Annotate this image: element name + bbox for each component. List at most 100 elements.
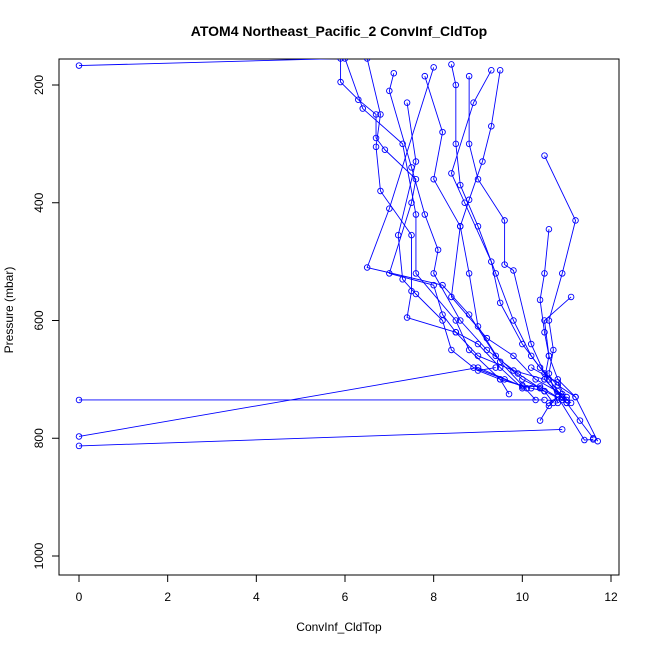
data-point [408,231,415,239]
data-point [479,158,486,165]
data-point [496,376,504,383]
data-point [536,296,544,304]
series-16 [75,364,570,440]
data-point [448,346,455,354]
data-point [572,217,579,224]
data-point [386,87,393,95]
data-point [452,140,460,148]
data-point [434,246,442,254]
series-13 [394,99,531,392]
data-point [465,196,473,204]
x-tick-label: 0 [76,590,83,604]
data-point [496,299,504,307]
data-point [541,317,548,324]
data-point [412,158,420,165]
data-point [541,329,548,336]
data-point [337,59,344,62]
y-axis: 200 400 600 800 1000 [32,75,60,569]
data-point [465,72,473,80]
data-point [505,390,513,398]
data-point [452,317,460,324]
data-point [536,417,544,424]
data-point [510,317,517,324]
data-point [501,217,508,224]
chart-title: ATOM4 Northeast_Pacific_2 ConvInf_CldTop [191,23,487,39]
data-point [412,211,420,218]
x-axis-label: ConvInf_CldTop [296,620,382,634]
series-7 [465,72,575,407]
series-line [78,367,567,437]
data-point [439,128,446,136]
data-point [581,436,588,444]
data-point [550,346,557,354]
y-tick-label: 1000 [32,542,46,569]
data-point [403,99,411,106]
data-point [545,225,553,233]
data-point [430,175,437,183]
series-line [366,59,567,404]
data-point [377,111,384,118]
series-14 [363,64,544,392]
data-point [412,290,420,298]
series-layer [75,59,601,450]
data-point [75,442,83,450]
data-point [381,146,389,154]
data-point [75,396,83,404]
x-tick-label: 12 [604,590,618,604]
data-point [465,140,473,148]
data-point [572,393,579,401]
data-point [541,376,548,383]
data-point [563,396,570,404]
data-point [474,340,482,348]
series-2 [341,59,557,407]
data-point [523,384,531,392]
data-point [421,72,429,80]
data-point [75,433,83,440]
data-point [492,352,499,360]
series-5 [421,72,566,407]
data-point [430,281,437,289]
data-point [488,67,495,74]
data-point [457,223,464,230]
series-19 [527,364,570,404]
series-line [544,296,599,442]
data-point [474,352,482,360]
data-point [430,64,437,71]
x-tick-label: 2 [164,590,171,604]
series-3 [363,59,570,407]
data-point [439,317,446,324]
data-point [412,270,420,277]
data-point [448,170,455,177]
data-point [377,187,384,195]
x-axis: 0 2 4 6 8 10 12 [76,574,618,604]
data-point [563,399,570,407]
data-point [372,134,380,142]
data-point [430,270,437,277]
series-15 [75,396,548,404]
data-point [452,81,460,89]
data-point [527,352,535,360]
series-line [78,59,523,389]
data-point [519,383,526,390]
series-line [476,367,510,395]
data-point [554,393,562,401]
data-point [492,270,499,277]
data-point [75,62,83,69]
data-point [363,264,371,271]
x-tick-label: 10 [516,590,530,604]
data-point [590,436,597,443]
data-point [457,317,464,324]
data-point [465,311,473,318]
series-18 [474,364,513,398]
data-point [527,364,535,371]
data-point [399,140,406,148]
series-line [344,59,554,404]
data-point [457,181,464,189]
data-point [536,364,544,371]
data-point [545,370,553,377]
series-line [397,102,527,389]
data-point [465,270,473,277]
series-8 [448,67,579,401]
data-point [337,78,344,86]
y-tick-label: 200 [32,75,46,95]
